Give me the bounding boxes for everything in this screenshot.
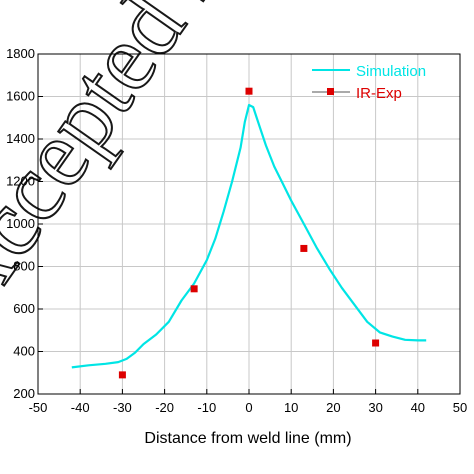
x-tick-label: 0 (245, 400, 252, 415)
y-tick-label: 400 (13, 344, 35, 359)
x-tick-label: -30 (113, 400, 132, 415)
x-tick-label: -40 (71, 400, 90, 415)
x-tick-label: -50 (29, 400, 48, 415)
x-axis-title: Distance from weld line (mm) (144, 430, 351, 447)
y-tick-label: 1400 (6, 131, 35, 146)
x-tick-label: 10 (284, 400, 298, 415)
ir-exp-point (300, 244, 308, 252)
y-tick-label: 1000 (6, 216, 35, 231)
legend-simulation-label: Simulation (356, 63, 426, 80)
y-tick-label: 1600 (6, 89, 35, 104)
legend: Simulation IR-Exp (312, 63, 426, 102)
y-tick-label: 200 (13, 386, 35, 401)
ir-exp-point (372, 339, 380, 347)
x-tick-label: -20 (155, 400, 174, 415)
x-tick-label: 20 (326, 400, 340, 415)
x-tick-label: 40 (411, 400, 425, 415)
legend-ir-exp-label: IR-Exp (356, 85, 402, 102)
y-tick-label: 1200 (6, 174, 35, 189)
y-tick-label: 800 (13, 259, 35, 274)
x-tick-label: -10 (197, 400, 216, 415)
legend-ir-exp-marker (327, 88, 334, 95)
axis-ticks: -50 -40 -30 -20 -10 0 10 20 30 40 50 200 400 600 800 10… (6, 46, 467, 415)
ir-exp-point (245, 87, 253, 95)
x-tick-label: 30 (368, 400, 382, 415)
y-tick-label: 1800 (6, 46, 35, 61)
y-tick-label: 600 (13, 301, 35, 316)
ir-exp-point (118, 371, 126, 379)
x-tick-label: 50 (453, 400, 467, 415)
ir-exp-point (190, 285, 198, 293)
series-layer (71, 87, 427, 379)
simulation-series-line (71, 103, 427, 369)
